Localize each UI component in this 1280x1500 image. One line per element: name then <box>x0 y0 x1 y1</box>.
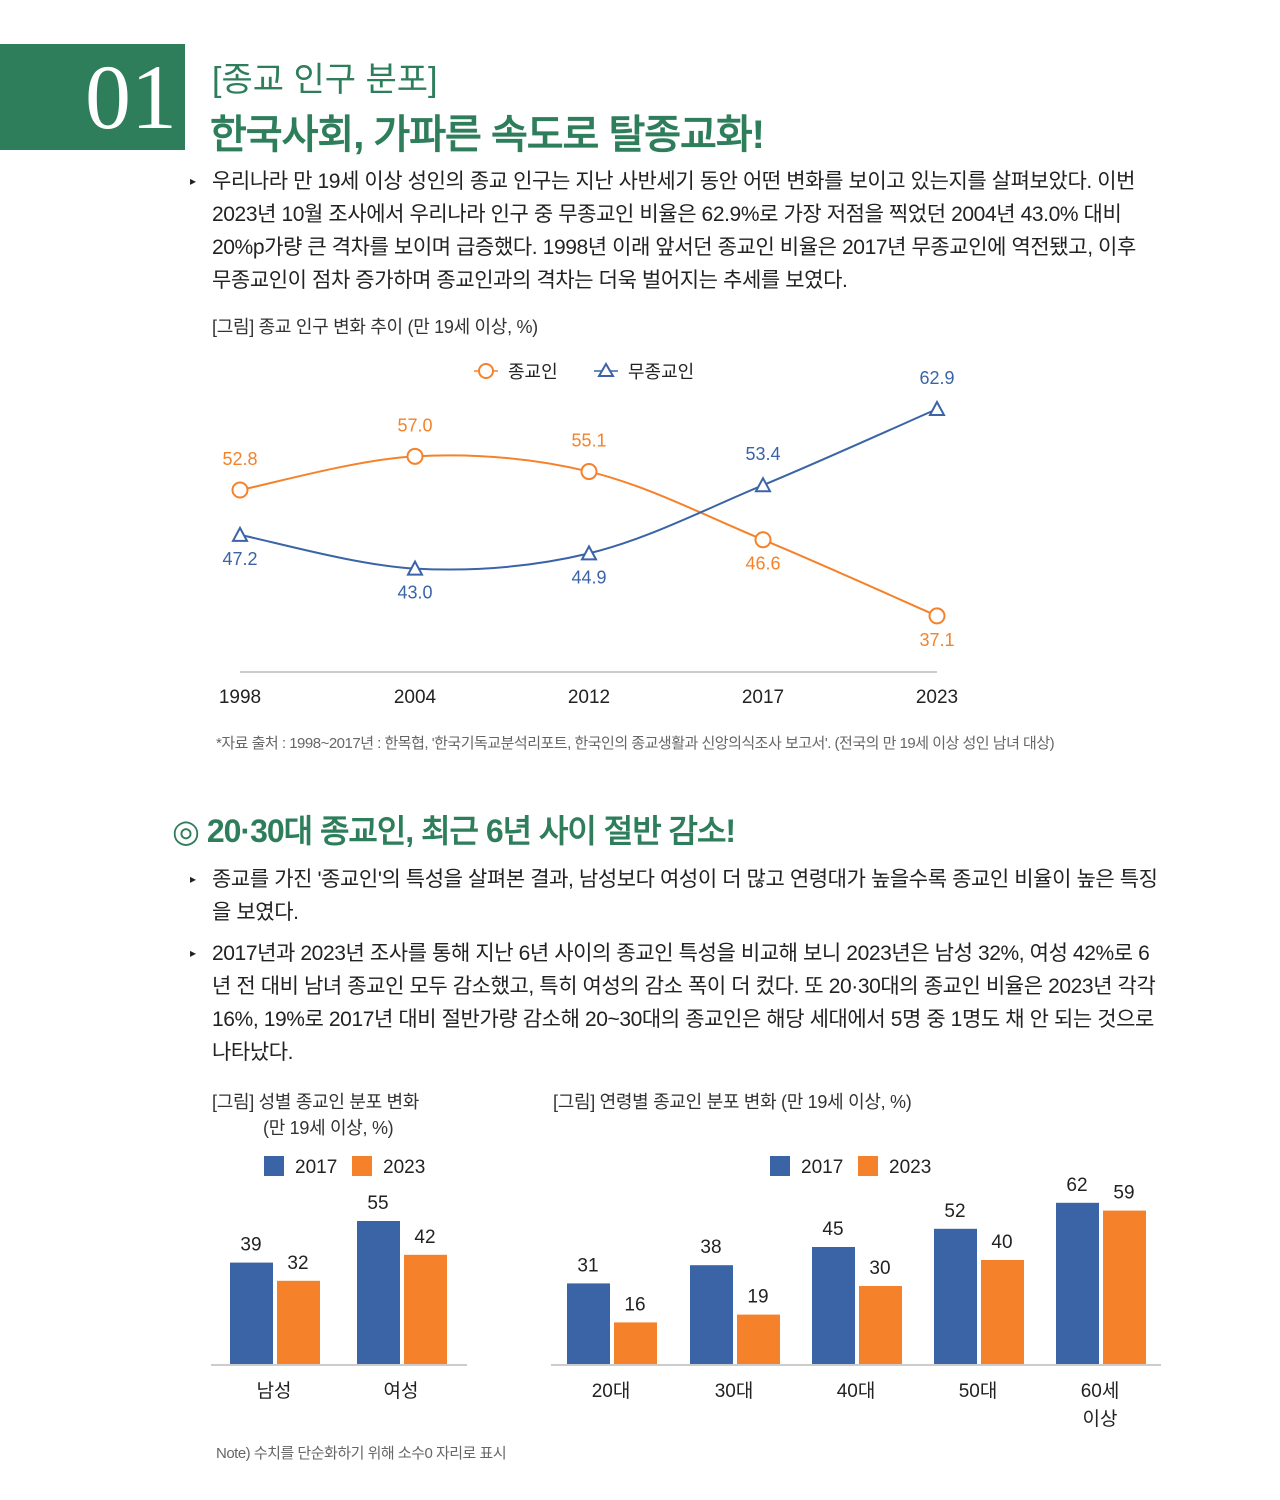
legend-label: 종교인 <box>508 362 558 382</box>
bar-value-label: 38 <box>700 1237 721 1258</box>
bar-value-label: 32 <box>287 1253 308 1274</box>
x-tick-label: 40대 <box>837 1380 876 1402</box>
x-tick-label: 이상 <box>1083 1408 1118 1430</box>
data-label: 37.1 <box>919 630 954 650</box>
data-label: 44.9 <box>571 567 606 587</box>
bar-value-label: 59 <box>1113 1183 1134 1204</box>
x-tick-label: 2017 <box>742 687 784 708</box>
bar <box>981 1260 1024 1364</box>
note: Note) 수치를 단순화하기 위해 소수0 자리로 표시 <box>216 1445 507 1462</box>
bar <box>567 1283 610 1364</box>
data-point <box>580 463 598 481</box>
bar-value-label: 31 <box>577 1255 598 1276</box>
data-label: 43.0 <box>397 583 432 603</box>
x-tick-label: 60세 <box>1081 1380 1120 1402</box>
legend-swatch <box>770 1156 790 1176</box>
fig2-caption: [그림] 성별 종교인 분포 변화 <box>212 1092 420 1112</box>
bar-value-label: 42 <box>414 1227 435 1248</box>
legend-label: 2017 <box>295 1157 337 1178</box>
x-tick-label: 여성 <box>384 1380 419 1402</box>
data-label: 46.6 <box>745 554 780 574</box>
legend-swatch <box>352 1156 372 1176</box>
data-point <box>406 447 424 465</box>
x-tick-label: 20대 <box>592 1380 631 1402</box>
fig1-caption: [그림] 종교 인구 변화 추이 (만 19세 이상, %) <box>212 317 538 337</box>
data-point <box>928 399 946 416</box>
bar <box>357 1221 400 1364</box>
legend-label: 2023 <box>889 1157 931 1178</box>
bar-value-label: 40 <box>991 1232 1012 1253</box>
intro-paragraph: 우리나라 만 19세 이상 성인의 종교 인구는 지난 사반세기 동안 어떤 변… <box>190 165 1160 297</box>
bar <box>737 1314 780 1364</box>
data-label: 55.1 <box>571 431 606 451</box>
bar <box>812 1247 855 1364</box>
bar-value-label: 30 <box>869 1258 890 1279</box>
data-point <box>231 481 249 499</box>
x-tick-label: 30대 <box>715 1380 754 1402</box>
legend-swatch <box>264 1156 284 1176</box>
bar <box>1056 1202 1099 1364</box>
bar <box>690 1265 733 1364</box>
data-point <box>754 476 772 493</box>
bar <box>1103 1210 1146 1364</box>
section-kicker: [종교 인구 분포] <box>212 61 438 99</box>
legend-circle-icon <box>478 363 494 379</box>
bar-value-label: 55 <box>367 1193 388 1214</box>
legend-label: 2017 <box>801 1157 843 1178</box>
gender-bar-chart: 2017 39 55 2023 32 42 남성 여성 2017 31 38 45 52 62 2023 16… <box>211 1156 1161 1430</box>
x-tick-label: 남성 <box>257 1380 292 1402</box>
x-tick-label: 2004 <box>394 687 437 708</box>
legend-triangle-icon <box>597 362 615 377</box>
data-point <box>406 559 424 576</box>
bar <box>230 1262 273 1364</box>
data-point <box>580 544 598 561</box>
bar <box>614 1322 657 1364</box>
x-tick-label: 2012 <box>568 687 610 708</box>
legend-label: 2023 <box>383 1157 425 1178</box>
bar-value-label: 16 <box>624 1294 645 1315</box>
religion-trend-line-chart: 1998 2004 2012 2017 2023 종교인 52.8 57.0 55.1 46.6 3… <box>219 362 958 708</box>
bar-value-label: 19 <box>747 1287 768 1308</box>
data-label: 52.8 <box>222 449 257 469</box>
x-tick-label: 2023 <box>916 687 958 708</box>
data-label: 57.0 <box>397 415 432 435</box>
page-title: 한국사회, 가파른 속도로 탈종교화! <box>210 113 765 157</box>
bar-value-label: 39 <box>240 1235 261 1256</box>
bar <box>934 1228 977 1364</box>
bar-value-label: 52 <box>944 1201 965 1222</box>
x-tick-label: 1998 <box>219 687 261 708</box>
bar <box>859 1286 902 1364</box>
bullet-2: 2017년과 2023년 조사를 통해 지난 6년 사이의 종교인 특성을 비교… <box>190 937 1160 1069</box>
fig1-source: *자료 출처 : 1998~2017년 : 한목협, '한국기독교분석리포트, … <box>216 735 1055 752</box>
fig3-caption: [그림] 연령별 종교인 분포 변화 (만 19세 이상, %) <box>553 1092 912 1112</box>
data-label: 47.2 <box>222 549 257 569</box>
x-tick-label: 50대 <box>959 1380 998 1402</box>
fig2-caption-sub: (만 19세 이상, %) <box>263 1118 394 1138</box>
legend-label: 무종교인 <box>628 362 694 382</box>
bar <box>404 1254 447 1364</box>
data-point <box>754 531 772 549</box>
legend-swatch <box>858 1156 878 1176</box>
bar-value-label: 45 <box>822 1219 843 1240</box>
data-point <box>928 607 946 625</box>
data-point <box>231 525 249 542</box>
data-label: 62.9 <box>919 368 954 388</box>
section-number: 01 <box>0 44 185 150</box>
bar <box>277 1280 320 1364</box>
bar-value-label: 62 <box>1066 1175 1087 1196</box>
data-label: 53.4 <box>745 444 780 464</box>
section2-title: ◎ 20·30대 종교인, 최근 6년 사이 절반 감소! <box>172 813 736 849</box>
bullet-1: 종교를 가진 '종교인'의 특성을 살펴본 결과, 남성보다 여성이 더 많고 … <box>190 863 1160 929</box>
